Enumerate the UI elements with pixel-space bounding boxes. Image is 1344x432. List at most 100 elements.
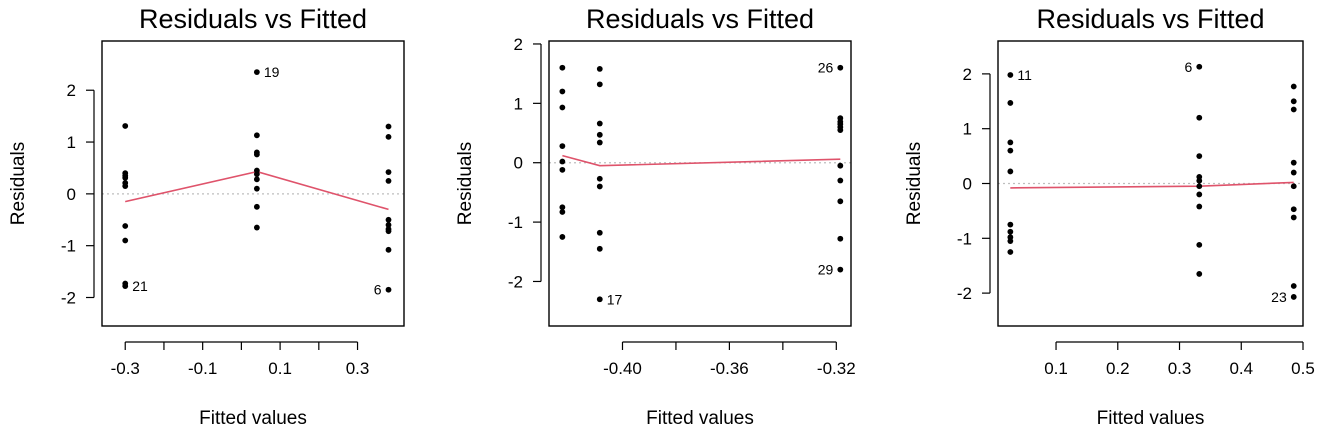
residual-point xyxy=(837,266,844,273)
residual-point xyxy=(1290,294,1297,300)
residual-point xyxy=(837,235,844,242)
plot-frame xyxy=(101,40,405,327)
x-tick-label: -0.3 xyxy=(111,359,140,378)
residual-point xyxy=(1196,177,1203,184)
residual-point xyxy=(253,171,260,178)
y-axis-label: Residuals xyxy=(455,142,476,225)
residual-point xyxy=(253,203,260,210)
residual-point xyxy=(559,209,566,215)
residual-point xyxy=(596,245,603,252)
residual-point xyxy=(385,246,392,253)
outlier-label: 29 xyxy=(818,262,834,278)
residual-point xyxy=(1196,203,1203,210)
residual-point xyxy=(1007,147,1014,154)
chart-title: Residuals vs Fitted xyxy=(586,4,814,34)
y-tick-label: 2 xyxy=(963,65,972,84)
residual-point xyxy=(1196,271,1203,277)
y-tick-label: 0 xyxy=(514,154,523,173)
residual-point xyxy=(122,174,129,181)
residual-point xyxy=(1007,139,1014,146)
residual-point xyxy=(1290,83,1297,90)
x-tick-label: 0.1 xyxy=(268,359,292,378)
residual-point xyxy=(596,66,603,72)
residual-point xyxy=(385,228,392,235)
x-tick-label: 0.5 xyxy=(1291,359,1315,378)
residual-point xyxy=(1196,241,1203,248)
x-axis-label: Fitted values xyxy=(646,408,754,429)
residual-point xyxy=(596,139,603,146)
residual-point xyxy=(1290,183,1297,190)
residual-point xyxy=(1007,228,1014,235)
residual-point xyxy=(1007,72,1014,78)
outlier-label: 19 xyxy=(264,64,280,80)
outlier-label: 6 xyxy=(374,282,382,298)
residual-point xyxy=(837,177,844,184)
residual-point xyxy=(1290,159,1297,166)
residual-point xyxy=(1290,106,1297,113)
residual-point xyxy=(1196,114,1203,121)
chart-title: Residuals vs Fitted xyxy=(139,4,367,34)
residual-point xyxy=(385,133,392,140)
residual-point xyxy=(122,283,129,289)
y-axis-label: Residuals xyxy=(904,142,925,225)
x-tick-label: -0.32 xyxy=(817,359,856,378)
residual-point xyxy=(559,204,566,211)
residual-point xyxy=(253,151,260,158)
residual-point xyxy=(837,198,844,205)
residual-point xyxy=(122,123,129,129)
residual-point xyxy=(1007,249,1014,255)
y-tick-label: 0 xyxy=(67,185,76,204)
residual-point xyxy=(596,120,603,127)
residual-point xyxy=(385,178,392,184)
residuals-panel-1: Residuals vs Fitted Fitted values Residual… xyxy=(8,4,405,429)
residual-point xyxy=(596,183,603,190)
residual-point xyxy=(559,64,566,71)
y-tick-label: -1 xyxy=(957,229,972,248)
residual-point xyxy=(1007,221,1014,228)
residual-point xyxy=(1007,100,1014,106)
residual-point xyxy=(837,162,844,169)
y-tick-label: 2 xyxy=(514,35,523,54)
smooth-line xyxy=(562,154,841,167)
smooth-line xyxy=(1010,181,1294,189)
residuals-panel-3: Residuals vs Fitted Fitted values Residual… xyxy=(904,4,1315,429)
residual-point xyxy=(559,88,566,95)
residual-point xyxy=(253,176,260,183)
x-axis-label: Fitted values xyxy=(199,408,307,429)
residual-point xyxy=(559,158,566,165)
outlier-label: 21 xyxy=(132,278,148,294)
residual-point xyxy=(1196,191,1203,198)
y-tick-label: -2 xyxy=(957,284,972,303)
residual-point xyxy=(559,166,566,173)
residual-point xyxy=(837,64,844,71)
residual-point xyxy=(1196,63,1203,70)
y-tick-label: -2 xyxy=(61,289,76,308)
residual-point xyxy=(253,224,260,231)
residual-point xyxy=(385,216,392,223)
outlier-label: 11 xyxy=(1017,67,1032,83)
plot-frame xyxy=(548,40,852,327)
residual-point xyxy=(253,132,260,139)
residual-point xyxy=(596,131,603,138)
residual-point xyxy=(596,81,603,88)
residual-point xyxy=(122,223,129,229)
residual-point xyxy=(1290,98,1297,105)
x-tick-label: -0.1 xyxy=(188,359,217,378)
residual-point xyxy=(596,296,603,303)
residual-point xyxy=(596,229,603,236)
outlier-label: 6 xyxy=(1184,59,1192,75)
outlier-label: 23 xyxy=(1271,289,1287,305)
residual-point xyxy=(1290,169,1297,176)
x-tick-label: -0.36 xyxy=(710,359,749,378)
residual-point xyxy=(1007,238,1014,244)
x-tick-label: 0.3 xyxy=(346,359,370,378)
x-tick-label: 0.1 xyxy=(1044,359,1068,378)
residual-point xyxy=(1290,206,1297,213)
x-tick-label: 0.4 xyxy=(1229,359,1253,378)
residual-point xyxy=(253,185,260,192)
chart-title: Residuals vs Fitted xyxy=(1036,4,1264,34)
residual-point xyxy=(1007,168,1014,175)
y-tick-label: 2 xyxy=(67,81,76,100)
residual-point xyxy=(559,104,566,111)
residual-point xyxy=(122,183,129,189)
